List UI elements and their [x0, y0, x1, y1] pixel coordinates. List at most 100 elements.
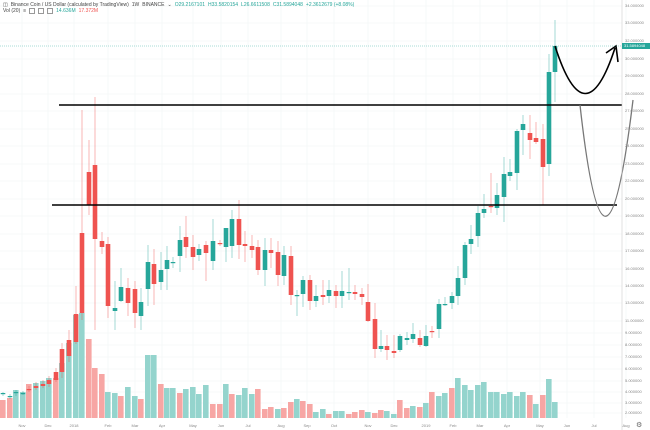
ohlc-change: +2.3612679 (+8.08%): [305, 2, 355, 8]
y-tick-label: 18.000000: [625, 231, 644, 236]
y-tick-label: 13.000000: [625, 300, 644, 305]
volume-bar: [203, 385, 209, 418]
projection-curve-black[interactable]: [554, 45, 616, 95]
candle: [183, 216, 189, 258]
volume-bar: [442, 393, 448, 418]
volume-bar: [249, 394, 255, 418]
projection-curve-gray[interactable]: [579, 99, 634, 217]
ohlc-low: L26.6611508: [241, 2, 270, 8]
settings-icon[interactable]: [38, 8, 45, 14]
ohlc-high: H33.5820154: [208, 2, 239, 8]
x-tick-label: Aug: [622, 423, 630, 428]
volume-bar: [145, 355, 151, 418]
volume-bar: [546, 379, 552, 418]
candle: [507, 159, 513, 181]
volume-label[interactable]: Vol (20): [3, 8, 21, 14]
volume-bar: [320, 409, 326, 418]
candle: [20, 391, 26, 395]
candle: [281, 246, 287, 285]
volume-bar: [346, 414, 352, 418]
x-tick-label: Jun: [563, 423, 571, 428]
y-tick-label: 19.000000: [625, 213, 644, 218]
volume-bar: [217, 404, 223, 418]
candle: [442, 297, 448, 306]
volume-bar: [326, 414, 332, 418]
candle: [346, 268, 352, 300]
chart-legend: ◫ Binance Coin / US Dollar (calculated b…: [3, 2, 354, 14]
volume-bar: [449, 388, 455, 418]
candle: [210, 219, 216, 270]
candle: [533, 122, 539, 144]
volume-bar: [307, 404, 313, 418]
x-tick-label: Feb: [449, 423, 457, 428]
volume-bar: [26, 384, 32, 418]
candle: [352, 285, 358, 300]
y-tick-label: 24.000000: [625, 143, 644, 148]
candle: [501, 157, 507, 222]
candle: [86, 140, 92, 215]
candle: [410, 323, 416, 343]
candle: [151, 249, 157, 305]
candle: [268, 238, 274, 268]
y-tick-label: 32.000000: [625, 38, 644, 43]
candle: [217, 240, 223, 246]
volume-bar: [99, 374, 105, 418]
volume-bar: [183, 389, 189, 418]
volume-bar: [520, 392, 526, 418]
drawn-annotations: [52, 44, 634, 217]
volume-menu-icon[interactable]: ≡: [23, 8, 27, 14]
volume-bar: [275, 409, 281, 418]
volume-bar: [223, 384, 229, 418]
volume-bar: [475, 385, 481, 418]
volume-bar: [468, 390, 474, 418]
volume-bar: [436, 396, 442, 418]
volume-bar: [501, 394, 507, 418]
symbol-title[interactable]: Binance Coin / US Dollar (calculated by …: [10, 2, 129, 8]
candle: [527, 115, 533, 159]
volume-bar: [158, 384, 164, 418]
candle: [540, 124, 546, 205]
collapse-icon[interactable]: ◫: [3, 2, 8, 8]
volume-bar: [53, 378, 59, 418]
candle: [164, 246, 170, 290]
candle: [177, 226, 183, 272]
candle: [520, 115, 526, 155]
candle: [46, 376, 52, 387]
dropdown-chevron-icon[interactable]: ⌄: [167, 2, 172, 8]
volume-bar: [210, 404, 216, 418]
volume-bar: [552, 402, 558, 418]
volume-bar: [92, 368, 98, 418]
candle: [73, 286, 79, 344]
interval[interactable]: 1W: [131, 2, 140, 8]
y-tick-label: 17.000000: [625, 248, 644, 253]
x-tick-label: 2018: [69, 423, 79, 428]
y-tick-label: 27.000000: [625, 108, 644, 113]
candle: [300, 276, 306, 307]
volume-bar: [0, 400, 6, 418]
volume-bar: [20, 392, 26, 418]
candle: [66, 330, 72, 362]
volume-bars: [0, 313, 558, 418]
candle: [0, 392, 6, 396]
candle: [494, 183, 500, 215]
candle: [275, 241, 281, 286]
volume-bar: [429, 392, 435, 418]
y-tick-label: 22.000000: [625, 178, 644, 183]
gear-icon[interactable]: ⚙: [636, 422, 643, 429]
y-tick-label: 20.000000: [625, 196, 644, 201]
eye-icon[interactable]: [29, 8, 36, 14]
volume-bar: [112, 393, 118, 418]
candle: [481, 194, 487, 218]
x-tick-label: Dec: [44, 423, 52, 428]
candle: [79, 110, 85, 320]
volume-bar: [281, 408, 287, 418]
exchange[interactable]: BINANCE: [142, 2, 165, 8]
candle: [449, 292, 455, 309]
candle: [145, 245, 151, 306]
x-tick-label: Mar: [476, 423, 484, 428]
candle: [384, 335, 390, 360]
candlesticks: [0, 20, 558, 399]
close-icon[interactable]: [47, 8, 54, 14]
x-tick-label: Sep: [303, 423, 311, 428]
